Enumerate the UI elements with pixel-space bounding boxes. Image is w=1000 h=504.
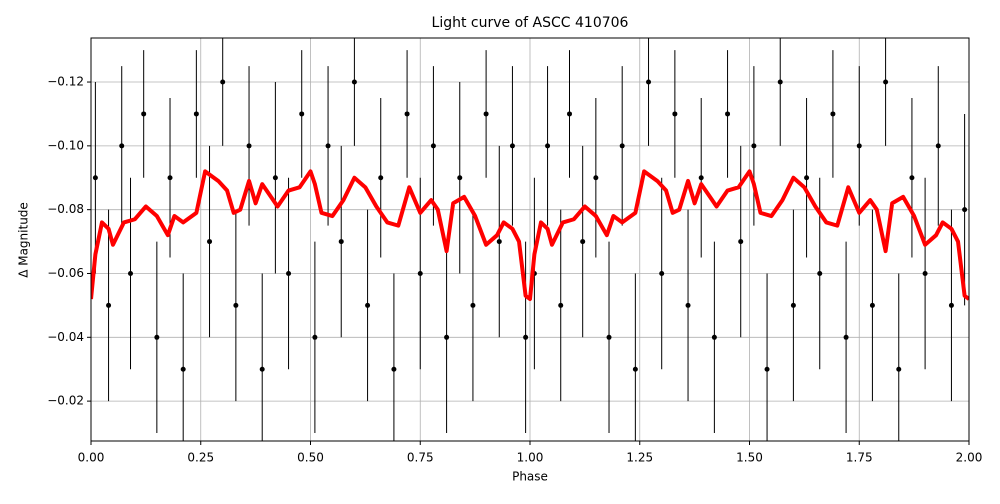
data-point xyxy=(777,79,783,85)
data-point xyxy=(909,175,915,181)
data-point xyxy=(299,111,305,117)
x-tick-label: 1.25 xyxy=(626,451,653,465)
data-point xyxy=(646,79,652,85)
y-tick-label: −0.06 xyxy=(47,266,84,280)
data-point xyxy=(325,143,331,149)
data-point xyxy=(92,175,98,181)
y-tick-label: −0.10 xyxy=(47,138,84,152)
data-point xyxy=(606,334,612,340)
data-point xyxy=(154,334,160,340)
data-point xyxy=(430,143,436,149)
x-tick-label: 0.50 xyxy=(297,451,324,465)
data-point xyxy=(558,302,564,308)
x-tick-label: 0.25 xyxy=(187,451,214,465)
data-point xyxy=(259,366,265,372)
data-point xyxy=(128,270,134,276)
data-point xyxy=(856,143,862,149)
data-point xyxy=(523,334,529,340)
data-point xyxy=(790,302,796,308)
data-point xyxy=(685,302,691,308)
data-point xyxy=(193,111,199,117)
x-tick-label: 1.00 xyxy=(517,451,544,465)
data-point xyxy=(869,302,875,308)
data-point xyxy=(935,143,941,149)
data-point xyxy=(338,239,344,245)
data-point xyxy=(365,302,371,308)
y-tick-label: −0.12 xyxy=(47,75,84,89)
data-point xyxy=(962,207,968,213)
data-point xyxy=(106,302,112,308)
data-point xyxy=(457,175,463,181)
plot-area xyxy=(91,38,969,441)
data-point xyxy=(632,366,638,372)
data-point xyxy=(351,79,357,85)
data-point xyxy=(567,111,573,117)
data-point xyxy=(922,270,928,276)
data-point xyxy=(817,270,823,276)
data-point xyxy=(725,111,731,117)
data-point xyxy=(711,334,717,340)
x-tick-label: 1.75 xyxy=(846,451,873,465)
data-point xyxy=(391,366,397,372)
y-tick-label: −0.04 xyxy=(47,330,84,344)
data-point xyxy=(180,366,186,372)
data-point xyxy=(167,175,173,181)
data-point xyxy=(896,366,902,372)
data-point xyxy=(619,143,625,149)
plot-frame xyxy=(90,37,970,442)
chart-title: Light curve of ASCC 410706 xyxy=(432,15,629,31)
data-point xyxy=(580,239,586,245)
data-point xyxy=(698,175,704,181)
y-axis-label: Δ Magnitude xyxy=(17,202,31,278)
data-point xyxy=(764,366,770,372)
data-point xyxy=(751,143,757,149)
data-point xyxy=(948,302,954,308)
data-point xyxy=(545,143,551,149)
data-point xyxy=(738,239,744,245)
data-point xyxy=(804,175,810,181)
smoothed-curve xyxy=(91,169,969,302)
data-point xyxy=(883,79,889,85)
data-point xyxy=(470,302,476,308)
data-point xyxy=(220,79,226,85)
data-point xyxy=(496,239,502,245)
data-point xyxy=(119,143,125,149)
y-tick-label: −0.02 xyxy=(47,394,84,408)
data-point xyxy=(404,111,410,117)
data-point xyxy=(509,143,515,149)
data-point xyxy=(444,334,450,340)
y-tick-label: −0.08 xyxy=(47,202,84,216)
data-point xyxy=(483,111,489,117)
x-tick-label: 1.50 xyxy=(736,451,763,465)
data-point xyxy=(843,334,849,340)
data-point xyxy=(378,175,384,181)
data-point xyxy=(830,111,836,117)
data-point xyxy=(286,270,292,276)
data-point xyxy=(417,270,423,276)
data-point xyxy=(312,334,318,340)
data-point xyxy=(672,111,678,117)
x-tick-label: 0.75 xyxy=(407,451,434,465)
data-point xyxy=(593,175,599,181)
data-point xyxy=(233,302,239,308)
x-axis-label: Phase xyxy=(512,470,548,484)
x-tick-label: 0.00 xyxy=(78,451,105,465)
data-point xyxy=(246,143,252,149)
data-point xyxy=(659,270,665,276)
data-point xyxy=(272,175,278,181)
data-point xyxy=(207,239,213,245)
x-tick-label: 2.00 xyxy=(956,451,983,465)
data-point xyxy=(141,111,147,117)
